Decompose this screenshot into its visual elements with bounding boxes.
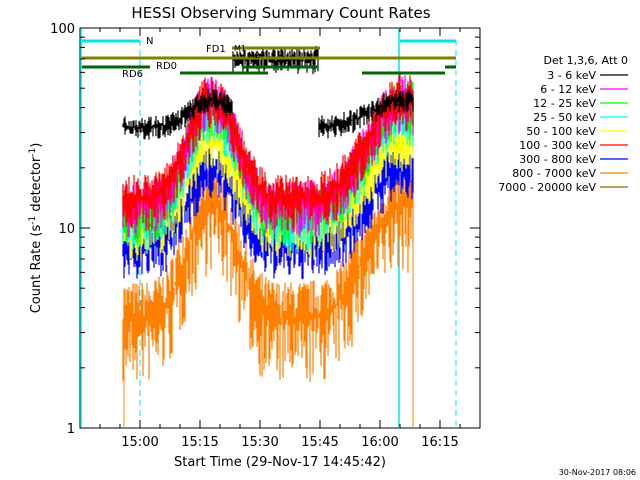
legend-label: 12 - 25 keV: [533, 97, 596, 110]
legend-label: 6 - 12 keV: [540, 83, 596, 96]
legend-title: Det 1,3,6, Att 0: [544, 54, 628, 67]
flag-label-n: N: [146, 36, 153, 47]
x-tick-label: 15:15: [181, 435, 218, 450]
legend-label: 3 - 6 keV: [547, 69, 596, 82]
y-axis-label-sup-1: -1: [28, 216, 38, 225]
x-tick-label: 16:15: [421, 435, 458, 450]
x-tick-label: 15:45: [301, 435, 338, 450]
y-axis-label-base: Count Rate (s: [29, 225, 44, 314]
series-group: [122, 45, 414, 428]
y-axis-label-rest: detector: [29, 156, 44, 216]
legend-label: 800 - 7000 keV: [512, 167, 596, 180]
flag-label-rd0: RD0: [156, 61, 177, 72]
legend-label: 300 - 800 keV: [519, 153, 596, 166]
flag-label-fd1: FD1: [206, 44, 226, 55]
y-tick-label: 1: [67, 422, 75, 437]
legend-label: 7000 - 20000 keV: [498, 181, 596, 194]
x-axis: 15:00 15:15 15:30 15:45 16:00 16:15: [99, 28, 461, 450]
y-axis-label: Count Rate (s-1 detector-1): [28, 143, 44, 314]
legend-label: 25 - 50 keV: [533, 111, 596, 124]
flag-label-rd6: RD6: [122, 69, 143, 80]
y-axis: 1 10 100: [50, 22, 480, 437]
y-axis-label-sup-2: -1: [28, 148, 38, 157]
x-tick-label: 15:00: [121, 435, 158, 450]
legend-label: 100 - 300 keV: [519, 139, 596, 152]
x-tick-label: 15:30: [241, 435, 278, 450]
legend-label: 50 - 100 keV: [526, 125, 596, 138]
footer-date: 30-Nov-2017 08:06: [559, 468, 636, 477]
series-800-7000keV: [122, 170, 414, 382]
chart-title: HESSI Observing Summary Count Rates: [131, 4, 430, 22]
flag-label-m2: M2: [248, 51, 260, 60]
y-tick-label: 100: [50, 22, 75, 37]
series-100-300keV: [122, 74, 414, 232]
flag-label-m1: M1: [234, 44, 246, 53]
y-tick-label: 10: [58, 222, 75, 237]
y-axis-label-end: ): [29, 143, 44, 148]
x-axis-label: Start Time (29-Nov-17 14:45:42): [174, 455, 386, 470]
x-tick-label: 16:00: [361, 435, 398, 450]
